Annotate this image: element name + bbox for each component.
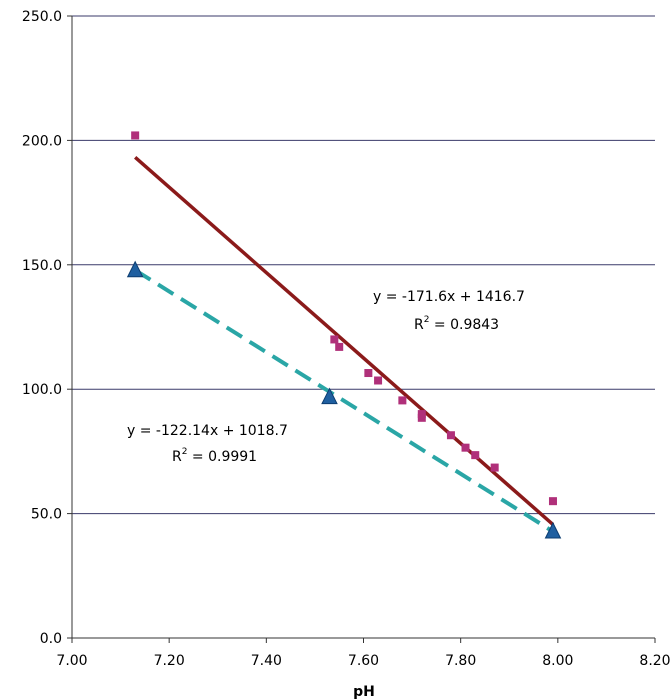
x-tick-label: 7.80 [445, 653, 476, 669]
data-point-series-1 [131, 131, 140, 140]
r2-series-1: R2 = 0.9843 [414, 315, 499, 333]
data-point-series-1 [364, 369, 373, 378]
y-tick-label: 50.0 [31, 507, 62, 523]
trendline-series-2 [134, 268, 555, 534]
data-point-series-1 [548, 497, 557, 506]
trendlines [134, 156, 555, 534]
x-tick-label: 7.60 [348, 653, 379, 669]
data-point-series-1 [398, 396, 407, 405]
equation-label-series-2: y = -122.14x + 1018.7 R2 = 0.9991 [127, 423, 288, 465]
y-tick-label: 250.0 [22, 9, 62, 25]
r2-label-series-2: R [172, 449, 182, 465]
x-tick-label: 7.40 [251, 653, 282, 669]
trendline-series-1 [134, 156, 555, 526]
data-point-series-2 [321, 387, 338, 405]
data-point-series-1 [461, 443, 470, 452]
r2-value-series-2: = 0.9991 [187, 449, 257, 465]
axes [67, 15, 656, 643]
x-tick-label: 7.20 [154, 653, 185, 669]
data-point-series-1 [335, 342, 344, 351]
x-tick-label: 8.20 [639, 653, 670, 669]
tick-labels: 0.0 50.0 100.0 150.0 200.0 250.0 7.00 7.20 7.40 7… [22, 9, 671, 669]
r2-sup-series-1: 2 [424, 315, 430, 325]
y-tick-label: 100.0 [22, 382, 62, 398]
y-tick-label: 0.0 [40, 631, 62, 647]
x-axis-title: pH [353, 684, 375, 700]
r2-value-series-1: = 0.9843 [429, 317, 499, 333]
data-point-series-1 [446, 431, 455, 440]
x-tick-label: 7.00 [56, 653, 87, 669]
r2-sup-series-2: 2 [182, 447, 188, 457]
y-tick-label: 150.0 [22, 258, 62, 274]
equation-series-2: y = -122.14x + 1018.7 [127, 423, 288, 439]
gridlines [72, 15, 655, 515]
r2-label-series-1: R [414, 317, 424, 333]
x-tick-label: 8.00 [542, 653, 573, 669]
data-point-series-1 [374, 376, 383, 385]
data-markers [126, 131, 562, 539]
y-tick-label: 200.0 [22, 133, 62, 149]
equation-series-1: y = -171.6x + 1416.7 [373, 289, 525, 305]
data-point-series-2 [126, 260, 144, 278]
equation-label-series-1: y = -171.6x + 1416.7 R2 = 0.9843 [373, 289, 525, 333]
data-point-series-1 [471, 451, 480, 460]
data-point-series-2 [544, 521, 562, 539]
data-point-series-1 [330, 335, 339, 344]
r2-series-2: R2 = 0.9991 [172, 447, 257, 465]
data-point-series-1 [490, 463, 499, 472]
data-point-series-1 [417, 413, 426, 422]
